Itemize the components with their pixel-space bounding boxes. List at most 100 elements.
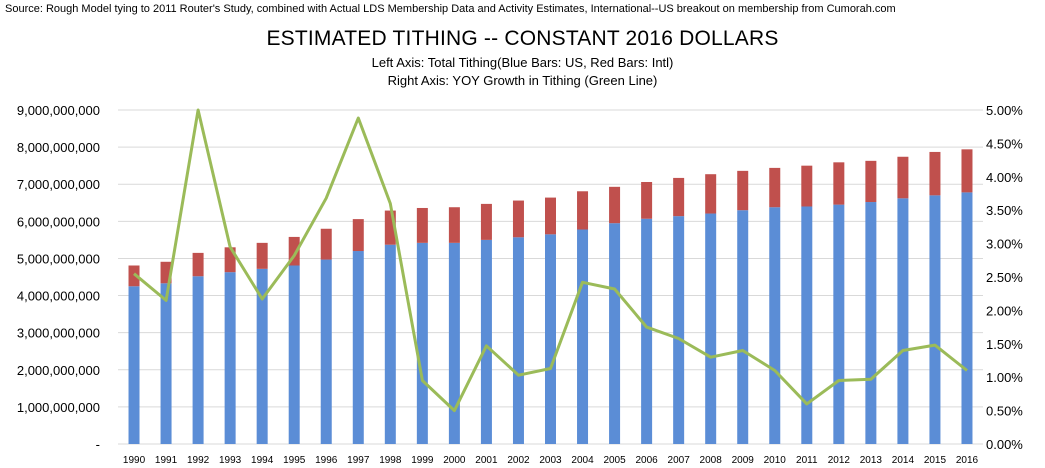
right-tick-label: 4.50% xyxy=(986,136,1023,151)
chart-subtitle-right-axis: Right Axis: YOY Growth in Tithing (Green… xyxy=(387,73,658,88)
bar-us xyxy=(320,259,332,444)
x-tick-label: 1997 xyxy=(347,455,370,466)
right-tick-label: 1.50% xyxy=(986,337,1023,352)
bar-us xyxy=(609,223,621,444)
bar-series xyxy=(128,149,973,444)
x-tick-label: 2001 xyxy=(475,455,498,466)
x-tick-label: 1990 xyxy=(123,455,146,466)
x-tick-label: 2013 xyxy=(860,455,883,466)
bar-intl xyxy=(577,191,589,230)
bar-intl xyxy=(961,149,973,193)
source-note: Source: Rough Model tying to 2011 Router… xyxy=(5,3,896,15)
x-tick-label: 2002 xyxy=(507,455,530,466)
right-tick-label: 2.00% xyxy=(986,303,1023,318)
right-tick-label: 4.00% xyxy=(986,170,1023,185)
chart-subtitle-left-axis: Left Axis: Total Tithing(Blue Bars: US, … xyxy=(371,55,674,70)
x-axis-ticks: 1990 1991 1992 1993 1994 1995 1996 1997 1998 1999… xyxy=(123,455,979,466)
bar-us xyxy=(224,272,236,444)
right-tick-label: 3.50% xyxy=(986,203,1023,218)
x-tick-label: 2008 xyxy=(700,455,723,466)
x-tick-label: 2012 xyxy=(828,455,851,466)
right-tick-label: 3.00% xyxy=(986,237,1023,252)
bar-us xyxy=(192,276,204,444)
x-tick-label: 2003 xyxy=(539,455,562,466)
left-tick-label: 8,000,000,000 xyxy=(17,140,100,155)
growth-line xyxy=(133,108,968,413)
bar-intl xyxy=(801,165,813,207)
x-tick-label: 2007 xyxy=(668,455,691,466)
right-tick-label: 5.00% xyxy=(986,103,1023,118)
bar-us xyxy=(448,242,460,444)
left-tick-label: 1,000,000,000 xyxy=(17,400,100,415)
x-tick-label: 2010 xyxy=(764,455,787,466)
x-tick-label: 1998 xyxy=(379,455,402,466)
bar-us xyxy=(673,216,685,444)
bar-us xyxy=(577,229,589,444)
bar-intl xyxy=(673,177,685,217)
x-tick-label: 2004 xyxy=(571,455,594,466)
bar-us xyxy=(705,213,717,444)
x-tick-label: 2014 xyxy=(892,455,915,466)
bar-us xyxy=(480,239,492,444)
x-tick-label: 1992 xyxy=(187,455,210,466)
x-tick-label: 2006 xyxy=(635,455,658,466)
left-tick-label: 5,000,000,000 xyxy=(17,251,100,266)
x-tick-label: 1993 xyxy=(219,455,242,466)
bar-intl xyxy=(320,228,332,260)
bar-us xyxy=(416,242,428,444)
bar-intl xyxy=(705,174,717,214)
bar-intl xyxy=(897,156,909,199)
right-tick-label: 2.50% xyxy=(986,270,1023,285)
left-tick-label: 3,000,000,000 xyxy=(17,326,100,341)
left-axis-ticks: - 1,000,000,000 2,000,000,000 3,000,000,000… xyxy=(17,103,100,452)
bar-intl xyxy=(288,236,300,266)
bar-us xyxy=(545,234,556,444)
bar-us xyxy=(801,206,813,444)
bar-intl xyxy=(929,151,941,196)
x-tick-label: 1994 xyxy=(251,455,274,466)
left-tick-label: 2,000,000,000 xyxy=(17,363,100,378)
bar-intl xyxy=(160,261,172,284)
x-tick-label: 2011 xyxy=(796,455,818,466)
right-axis-ticks: 0.00% 0.50% 1.00% 1.50% 2.00% 2.50% 3.00% 3.50%… xyxy=(986,103,1023,452)
bar-intl xyxy=(256,242,268,269)
right-tick-label: 1.00% xyxy=(986,370,1023,385)
x-tick-label: 1999 xyxy=(411,455,434,466)
bar-intl xyxy=(416,207,428,243)
left-tick-label: 4,000,000,000 xyxy=(17,289,100,304)
bar-us xyxy=(833,204,845,444)
growth-line-series xyxy=(133,108,968,413)
bar-intl xyxy=(833,162,845,205)
bar-intl xyxy=(480,203,492,240)
bar-intl xyxy=(448,207,460,243)
x-tick-label: 2000 xyxy=(443,455,466,466)
bar-intl xyxy=(641,181,653,219)
left-tick-label: - xyxy=(96,437,100,452)
bar-us xyxy=(865,202,877,444)
bar-us xyxy=(929,195,941,444)
bar-intl xyxy=(609,186,621,224)
x-tick-label: 1995 xyxy=(283,455,306,466)
bar-us xyxy=(256,268,268,444)
bar-us xyxy=(352,251,364,444)
bar-us xyxy=(737,210,749,444)
x-tick-label: 2016 xyxy=(956,455,979,466)
chart-title: ESTIMATED TITHING -- CONSTANT 2016 DOLLA… xyxy=(266,27,779,50)
bar-intl xyxy=(865,160,877,203)
bar-us xyxy=(961,192,973,444)
bar-intl xyxy=(737,170,749,211)
x-tick-label: 2009 xyxy=(732,455,755,466)
bar-us xyxy=(288,265,300,444)
bar-us xyxy=(641,218,653,444)
bar-intl xyxy=(769,167,781,208)
bar-us xyxy=(897,198,909,444)
right-tick-label: 0.00% xyxy=(986,437,1023,452)
right-tick-label: 0.50% xyxy=(986,404,1023,419)
left-tick-label: 9,000,000,000 xyxy=(17,103,100,118)
bar-intl xyxy=(352,219,364,252)
bar-us xyxy=(160,283,172,444)
bar-intl xyxy=(224,247,236,273)
bar-us xyxy=(384,244,396,444)
bar-us xyxy=(769,207,781,444)
